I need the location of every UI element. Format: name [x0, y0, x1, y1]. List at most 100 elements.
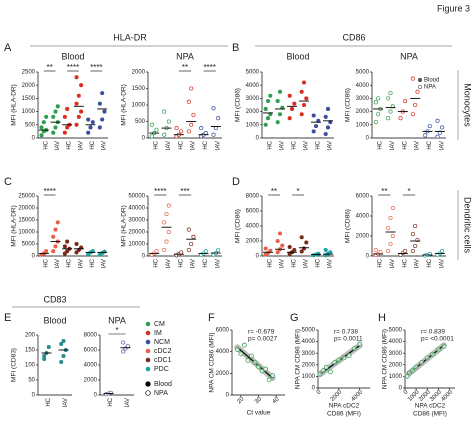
dot [373, 247, 378, 253]
y-tick-label: 4000 [246, 224, 260, 230]
dot [44, 114, 49, 119]
point [256, 364, 261, 370]
y-tick-label: 1000 [302, 374, 316, 380]
signif: * [296, 187, 299, 196]
legend-dot [145, 390, 151, 396]
y-tick-label: 5000 [302, 328, 316, 334]
y-tick-label: 0 [32, 393, 36, 399]
x-tick-label: IAV [215, 259, 221, 268]
y-tick-label: 0 [142, 254, 146, 260]
x-tick-label: HC [178, 140, 184, 149]
y-tick-label: 30000 [128, 218, 145, 224]
y-tick-label: 3000 [389, 351, 403, 357]
panel-letter: D [232, 176, 240, 188]
dot [186, 129, 191, 134]
y-tick-label: 1000 [22, 109, 36, 115]
dot [191, 112, 196, 117]
y-tick-label: 5000 [246, 70, 260, 76]
dot [174, 126, 179, 131]
dot [51, 114, 56, 119]
dot [59, 341, 64, 347]
panel-letter: A [4, 42, 12, 54]
point [249, 353, 254, 359]
y-tick-label: 6000 [84, 348, 98, 354]
dot [398, 116, 403, 121]
dot [410, 248, 415, 254]
x-tick-label: 20 [236, 396, 245, 405]
y-tick-label: 2000 [84, 378, 98, 384]
dot [154, 127, 159, 132]
row-label: Dendritic cells [463, 197, 473, 254]
dot [179, 129, 184, 134]
dot [265, 116, 271, 121]
dot [304, 96, 309, 101]
panel-letter: F [208, 312, 215, 324]
panel-letter: C [4, 176, 12, 188]
dot [323, 247, 328, 253]
dot [287, 116, 292, 121]
dot [313, 124, 319, 129]
legend-label: NCM [154, 339, 170, 346]
point [346, 353, 352, 358]
dot [41, 120, 46, 125]
marker-header: HLA-DR [113, 32, 147, 42]
y-tick-label: 8000 [84, 333, 98, 339]
dot [216, 247, 221, 253]
x-tick-label: HC [43, 140, 49, 149]
dot [51, 130, 56, 135]
dot [410, 231, 415, 237]
dot [373, 120, 378, 125]
dot [216, 116, 221, 121]
x-tick-label: IAV [125, 398, 131, 407]
point [238, 351, 244, 357]
dot [287, 93, 292, 98]
x-tick-label: IAV [78, 259, 84, 268]
dot [268, 93, 273, 98]
tissue-header: Blood [286, 51, 309, 61]
point [419, 360, 425, 365]
dot [376, 112, 381, 117]
dot [413, 243, 418, 249]
y-tick-label: 0 [256, 136, 260, 142]
y-tick-label: 6000 [216, 328, 230, 334]
legend-dot [145, 348, 151, 354]
legend-dot [417, 84, 423, 90]
dot [51, 249, 56, 254]
dot [435, 134, 440, 139]
x-tick-label: 0 [316, 389, 323, 396]
point [424, 355, 430, 361]
y-axis-label: MFI (CD86) [345, 209, 352, 243]
dot [74, 101, 79, 106]
point [266, 377, 272, 383]
signif: ** [381, 187, 387, 196]
y-tick-label: 2000 [389, 362, 403, 368]
stat-text: p= 0.0011 [334, 336, 363, 343]
dot [277, 89, 283, 94]
y-tick-label: 200 [25, 333, 36, 339]
y-axis-label: NPA CM CD86 (MFI) [295, 329, 302, 389]
x-tick-label: HC [154, 140, 160, 149]
dot [299, 89, 304, 94]
x-tick-label: IAV [102, 259, 108, 268]
x-tick-label: HC [316, 140, 322, 149]
dot [55, 220, 60, 225]
x-tick-label: HC [203, 258, 209, 267]
y-tick-label: 2000 [302, 362, 316, 368]
y-tick-label: 25000 [18, 194, 35, 200]
point [357, 341, 363, 347]
x-tick-label: HC [203, 140, 209, 149]
dot [203, 131, 208, 136]
y-tick-label: 4000 [216, 349, 230, 355]
x-tick-label: HC [292, 140, 298, 149]
dot [323, 114, 328, 119]
dot [325, 125, 331, 130]
row-label: Monocytes [463, 83, 473, 127]
dot [166, 229, 171, 235]
tissue-header: NPA [400, 51, 418, 61]
x-axis-label: CD86 (MFI) [413, 411, 447, 418]
y-tick-label: 2000 [246, 109, 260, 115]
dot [263, 122, 268, 127]
y-tick-label: 50 [28, 378, 35, 384]
panel-letter: G [290, 312, 299, 324]
dot [386, 96, 391, 101]
